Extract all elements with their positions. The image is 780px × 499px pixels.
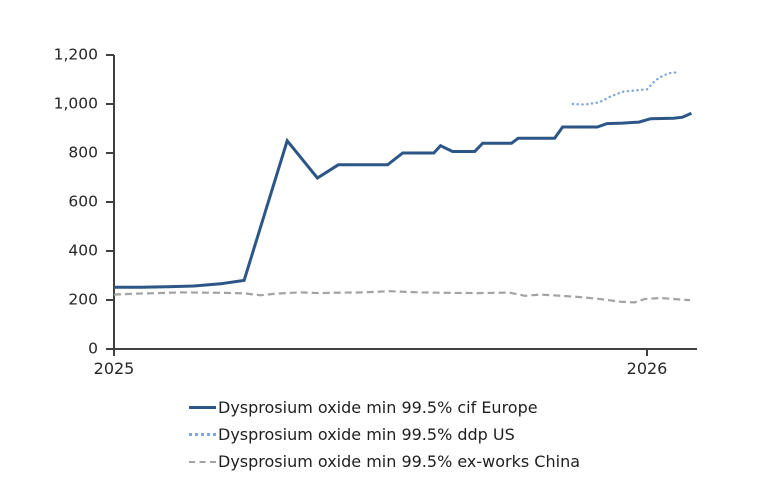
y-axis-tick-label: 1,200 bbox=[53, 45, 98, 64]
dotted-line-swatch-icon bbox=[189, 433, 216, 436]
x-axis-tick-label: 2025 bbox=[93, 359, 135, 378]
legend-item-ddp-us: Dysprosium oxide min 99.5% ddp US bbox=[189, 421, 580, 448]
y-axis-tick-label: 0 bbox=[88, 339, 98, 358]
series-line-dashed bbox=[113, 290, 691, 304]
x-axis-tick-label: 2026 bbox=[626, 359, 668, 378]
y-axis-tick-label: 600 bbox=[68, 192, 98, 211]
y-axis-tick-label: 1,000 bbox=[53, 94, 98, 113]
y-axis-tick-label: 400 bbox=[68, 241, 98, 260]
y-axis-tick-label: 800 bbox=[68, 143, 98, 162]
legend-label: Dysprosium oxide min 99.5% ddp US bbox=[218, 425, 515, 444]
series-line-dotted bbox=[571, 70, 681, 106]
legend: Dysprosium oxide min 99.5% cif Europe Dy… bbox=[189, 394, 580, 475]
legend-item-cif-europe: Dysprosium oxide min 99.5% cif Europe bbox=[189, 394, 580, 421]
solid-line-swatch-icon bbox=[189, 406, 216, 409]
legend-label: Dysprosium oxide min 99.5% ex-works Chin… bbox=[218, 452, 581, 471]
series-line-solid bbox=[114, 111, 693, 289]
y-axis-tick-label: 200 bbox=[68, 290, 98, 309]
dashed-line-swatch-icon bbox=[189, 460, 216, 463]
legend-item-ex-works-china: Dysprosium oxide min 99.5% ex-works Chin… bbox=[189, 448, 580, 475]
legend-label: Dysprosium oxide min 99.5% cif Europe bbox=[218, 398, 538, 417]
